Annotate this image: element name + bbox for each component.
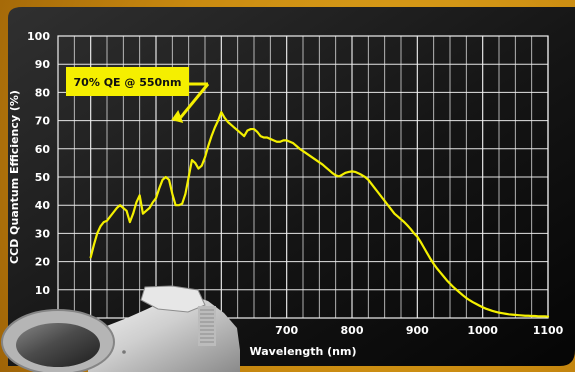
y-tick-label: 90 (35, 58, 51, 71)
series-layer (89, 111, 550, 318)
y-tick-label: 80 (35, 86, 51, 99)
annotation-arrow-line (179, 83, 210, 119)
x-tick-label: 1100 (533, 324, 564, 337)
plot-border (57, 35, 549, 319)
x-tick-label: 900 (406, 324, 429, 337)
y-tick-label: 40 (35, 199, 51, 212)
y-tick-label: 20 (35, 256, 51, 269)
y-tick-label: 60 (35, 143, 51, 156)
quantum-efficiency-line (89, 111, 550, 318)
annotation-callout: 70% QE @ 550nm (66, 67, 210, 123)
camera-screw (122, 350, 126, 354)
x-tick-label: 700 (275, 324, 298, 337)
chart-panel-background (8, 7, 575, 366)
y-tick-label: 10 (35, 284, 51, 297)
camera-lens-inner (16, 323, 100, 367)
x-axis-label: Wavelength (nm) (250, 345, 357, 358)
annotation-arrowhead (171, 109, 184, 123)
annotation-text: 70% QE @ 550nm (74, 76, 182, 89)
camera-top-cap (140, 285, 206, 313)
camera-image (1, 285, 240, 372)
y-tick-label: 70 (35, 115, 51, 128)
x-tick-label: 1000 (467, 324, 498, 337)
x-tick-label: 800 (341, 324, 364, 337)
y-axis-label: CCD Quantum Efficiency (%) (8, 90, 21, 264)
y-tick-label: 100 (27, 30, 50, 43)
y-tick-label: 30 (35, 227, 51, 240)
annotation-box (66, 67, 189, 96)
camera-vent-lines (200, 309, 214, 343)
y-tick-label: 50 (35, 171, 51, 184)
